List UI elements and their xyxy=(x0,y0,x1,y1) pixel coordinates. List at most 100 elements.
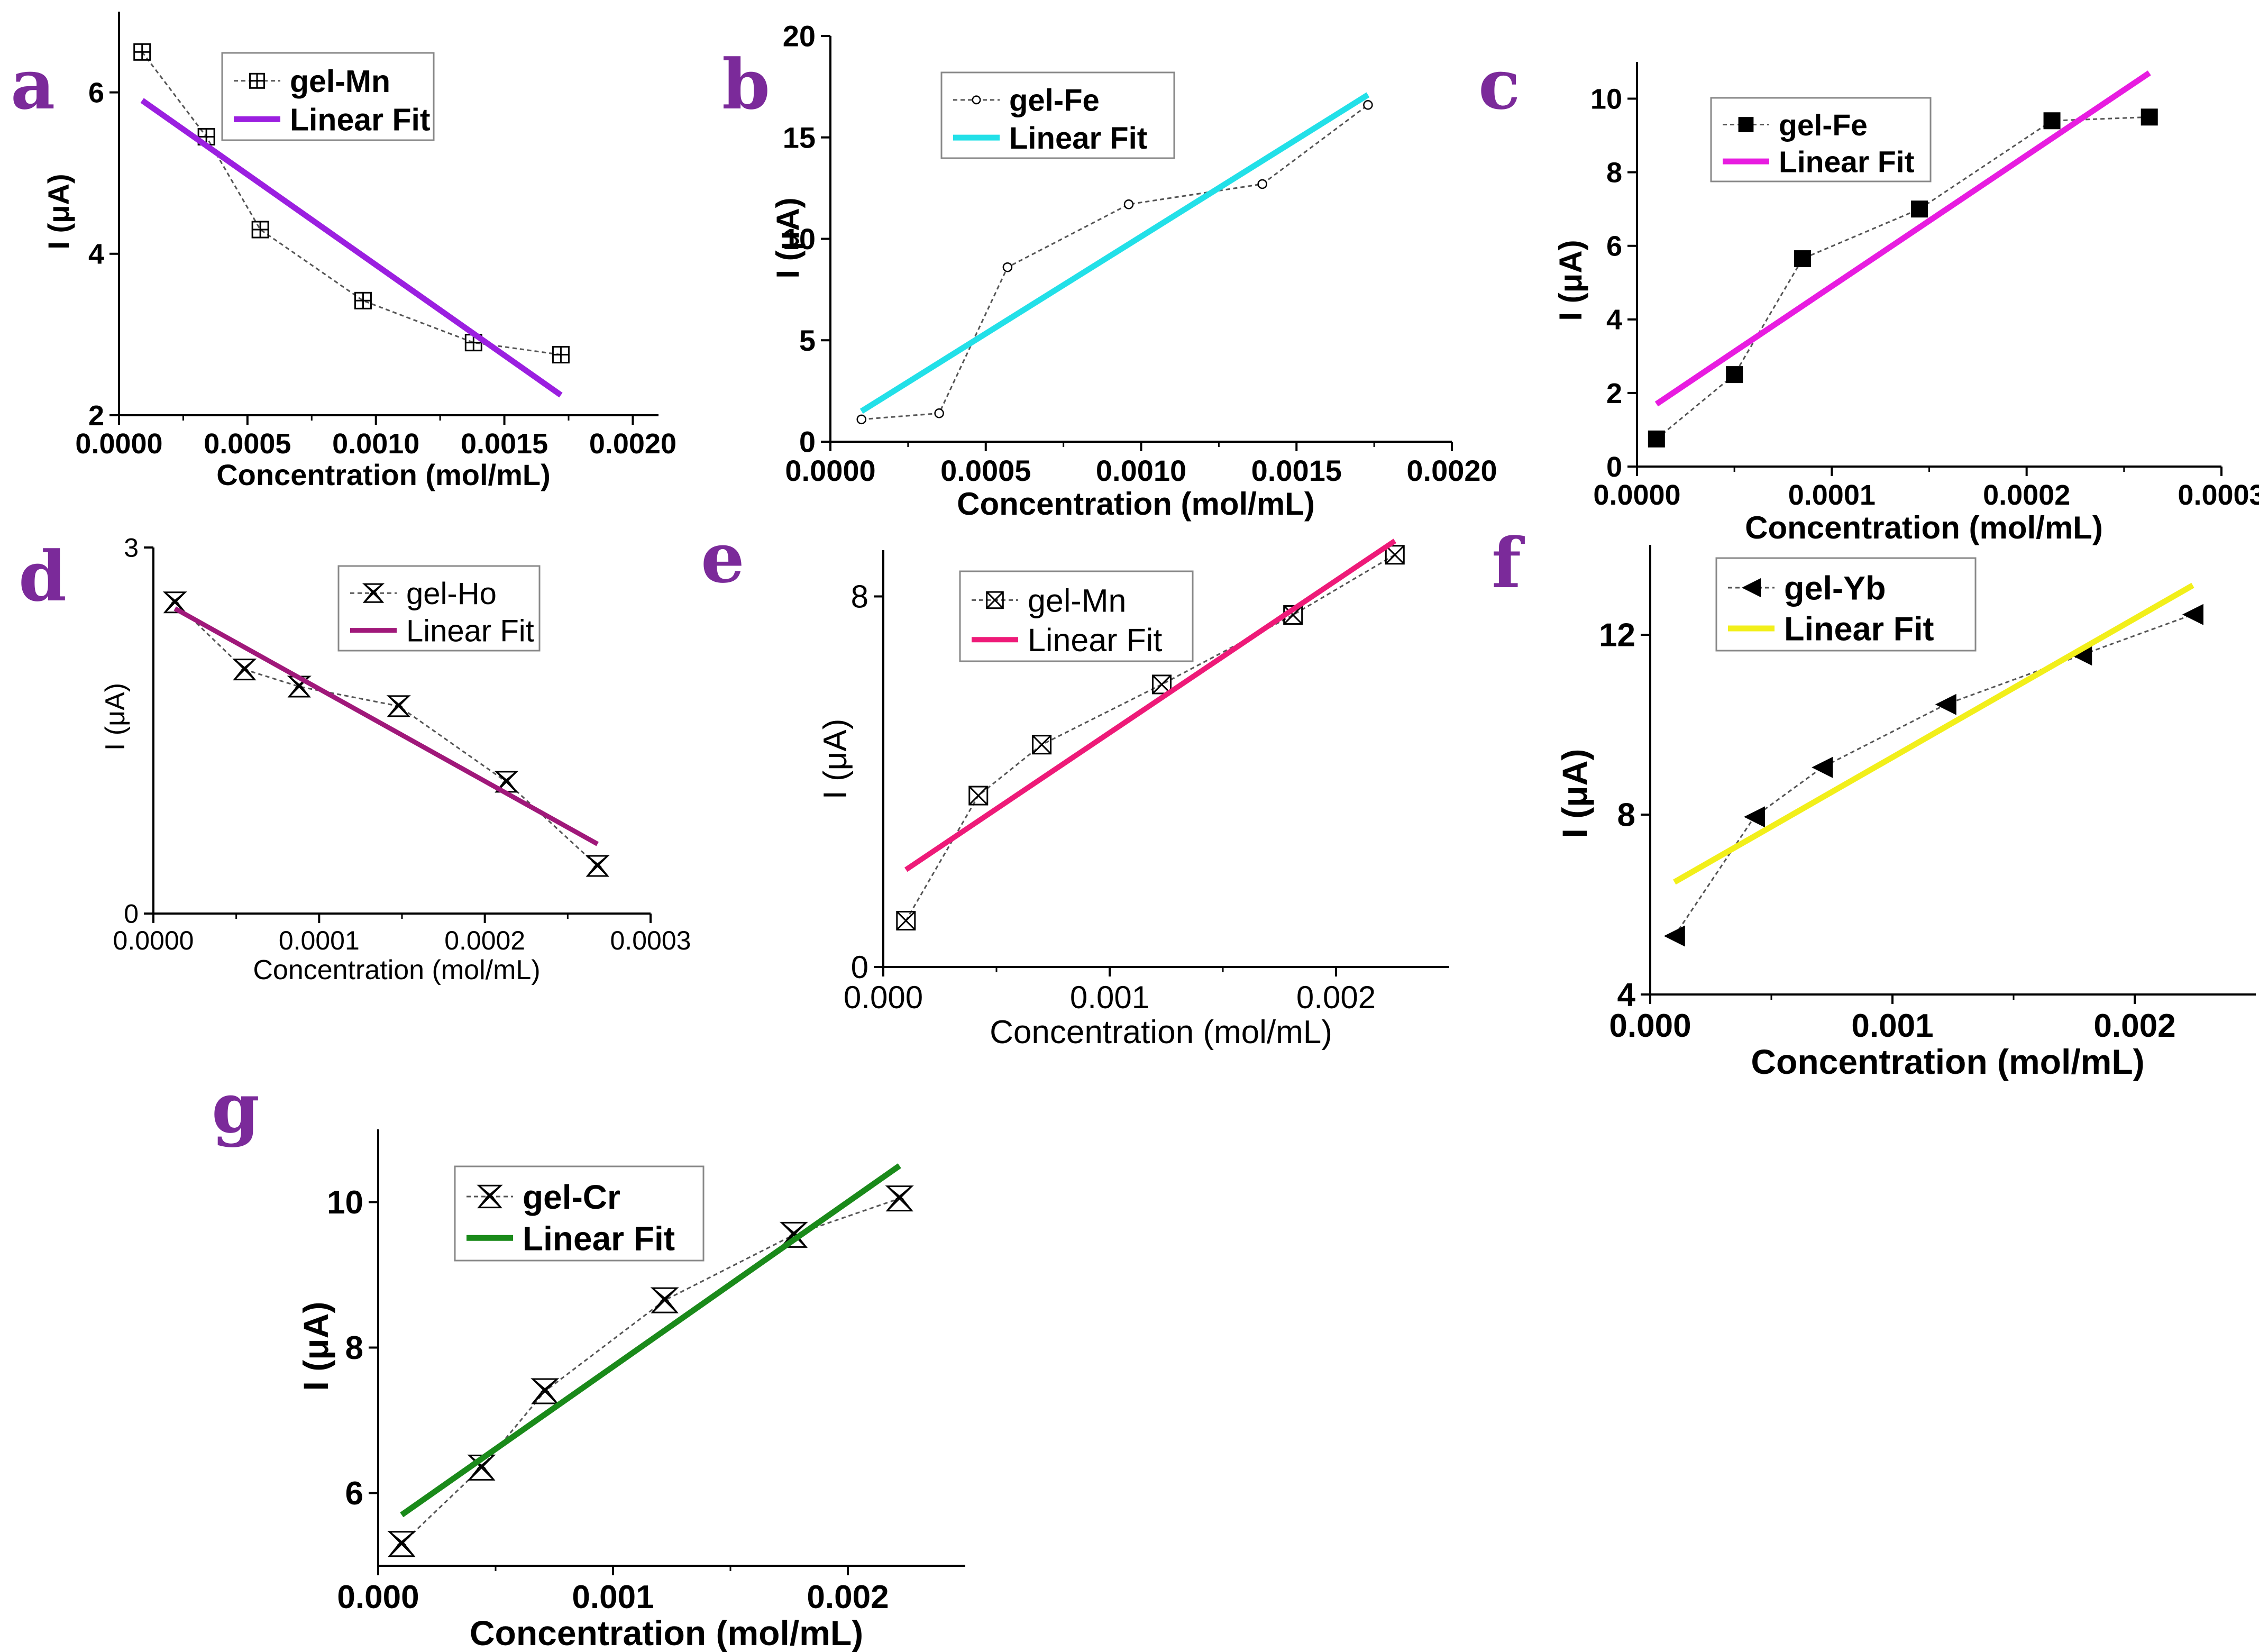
panel-letter: c xyxy=(1478,44,1520,125)
y-tick-label: 2 xyxy=(1606,378,1622,409)
x-tick-label: 0.0000 xyxy=(113,926,194,955)
panel-letter: f xyxy=(1492,523,1525,604)
x-tick-label: 0.0020 xyxy=(589,428,676,460)
legend: gel-Mn Linear Fit xyxy=(959,570,1194,662)
y-tick-label: 8 xyxy=(851,579,868,615)
chart-panel-b: b 0.0000 0.0005 0.0010 0.0015 0.0020 0 5 10 15 20 C… xyxy=(722,20,1497,522)
data-point xyxy=(968,786,989,806)
data-point xyxy=(885,1185,914,1212)
data-point xyxy=(1648,430,1665,448)
legend-label: gel-Mn xyxy=(1028,582,1126,618)
linear-fit-line xyxy=(859,92,1370,414)
series-line-gel-Mn xyxy=(905,554,1396,921)
legend-marker xyxy=(1742,578,1761,597)
data-point xyxy=(1812,756,1833,778)
data-point xyxy=(1123,199,1134,209)
y-tick-label: 0 xyxy=(799,425,816,459)
legend-marker xyxy=(1738,117,1754,132)
chart-panel-c: c 0.0000 0.0001 0.0002 0.0003 0 2 4 6 8 10 Concentr… xyxy=(1478,44,2259,545)
x-tick-label: 0.000 xyxy=(844,980,923,1015)
x-axis-title: Concentration (mol/mL) xyxy=(957,486,1315,522)
legend-label: Linear Fit xyxy=(1784,611,1934,648)
data-point xyxy=(133,43,151,61)
x-tick-label: 0.0000 xyxy=(1593,479,1680,511)
x-tick-label: 0.0020 xyxy=(1406,454,1497,487)
y-axis-title: I (μA) xyxy=(100,683,131,751)
x-tick-label: 0.002 xyxy=(1296,980,1376,1015)
x-tick-label: 0.000 xyxy=(337,1579,419,1616)
data-point xyxy=(1002,262,1013,272)
y-tick-label: 20 xyxy=(783,20,816,53)
data-point xyxy=(354,291,372,309)
legend-label: Linear Fit xyxy=(523,1219,675,1257)
legend-label: Linear Fit xyxy=(406,614,534,648)
y-tick-label: 5 xyxy=(799,324,816,357)
y-tick-label: 0 xyxy=(124,899,139,929)
y-axis-title: I (μA) xyxy=(296,1302,335,1391)
y-axis-title: I (μA) xyxy=(817,719,854,800)
data-point xyxy=(1726,366,1743,384)
y-tick-label: 4 xyxy=(1617,977,1636,1014)
legend-box xyxy=(940,71,1175,159)
legend-marker xyxy=(249,72,265,89)
legend-box xyxy=(1710,97,1932,182)
y-tick-label: 8 xyxy=(1606,157,1622,189)
legend-label: Linear Fit xyxy=(1779,145,1915,179)
y-tick-label: 4 xyxy=(1606,304,1622,336)
legend-label: gel-Mn xyxy=(290,64,390,99)
y-tick-label: 8 xyxy=(345,1330,363,1366)
x-tick-label: 0.0000 xyxy=(785,454,875,487)
panel-letter: a xyxy=(11,44,55,125)
data-point xyxy=(2182,604,2203,625)
series-line-gel-Ho xyxy=(174,601,598,867)
y-tick-label: 0 xyxy=(1606,451,1622,483)
legend-label: gel-Fe xyxy=(1779,108,1868,142)
y-tick-label: 2 xyxy=(88,400,104,432)
y-axis-title: I (μA) xyxy=(1553,240,1588,321)
x-tick-label: 0.0005 xyxy=(940,454,1031,487)
data-point xyxy=(1032,735,1052,755)
series-line-gel-Mn xyxy=(141,51,561,356)
linear-fit-line xyxy=(400,1163,901,1518)
chart-panel-g: g 0.000 0.001 0.002 6 8 10 Concentration (mol/m… xyxy=(212,1067,965,1652)
y-tick-label: 3 xyxy=(124,533,139,563)
series-line-gel-Fe xyxy=(861,104,1369,421)
x-tick-label: 0.0015 xyxy=(461,428,548,460)
y-tick-label: 10 xyxy=(1590,83,1622,115)
legend-marker xyxy=(986,591,1004,609)
y-tick-label: 10 xyxy=(327,1184,363,1221)
data-point xyxy=(1257,179,1267,189)
legend-box xyxy=(959,570,1194,662)
y-tick-label: 15 xyxy=(783,121,816,154)
data-point xyxy=(585,855,610,877)
x-axis-title: Concentration (mol/mL) xyxy=(216,458,551,491)
y-axis-title: I (μA) xyxy=(1555,749,1594,838)
x-tick-label: 0.001 xyxy=(1070,980,1149,1015)
legend-label: Linear Fit xyxy=(1009,121,1147,156)
y-tick-label: 6 xyxy=(88,77,104,109)
legend-box xyxy=(221,52,435,141)
legend-label: Linear Fit xyxy=(290,103,431,138)
data-point xyxy=(552,346,570,364)
data-point xyxy=(856,414,866,425)
data-point xyxy=(934,408,944,418)
legend-box xyxy=(1715,557,1977,652)
linear-fit-line xyxy=(904,539,1397,872)
data-point xyxy=(1935,693,1956,715)
panel-letter: e xyxy=(701,517,745,598)
chart-panel-f: f 0.000 0.001 0.002 4 8 12 Concentration (mol/m… xyxy=(1492,523,2256,1081)
chart-panel-e: e 0.000 0.001 0.002 0 8 Concentration (mol/mL)… xyxy=(701,517,1449,1051)
y-axis-title: I (μA) xyxy=(770,197,806,278)
y-tick-label: 6 xyxy=(1606,231,1622,262)
y-tick-label: 0 xyxy=(851,950,868,985)
panel-letter: g xyxy=(212,1067,260,1148)
x-tick-label: 0.0010 xyxy=(332,428,419,460)
x-axis-title: Concentration (mol/mL) xyxy=(990,1014,1332,1051)
x-axis-title: Concentration (mol/mL) xyxy=(470,1613,863,1652)
x-tick-label: 0.002 xyxy=(807,1579,889,1616)
legend-box xyxy=(337,565,541,652)
legend-marker xyxy=(477,1184,503,1209)
chart-panel-a: a 0.0000 0.0005 0.0010 0.0015 0.0020 2 4 6 Concen… xyxy=(11,12,676,491)
